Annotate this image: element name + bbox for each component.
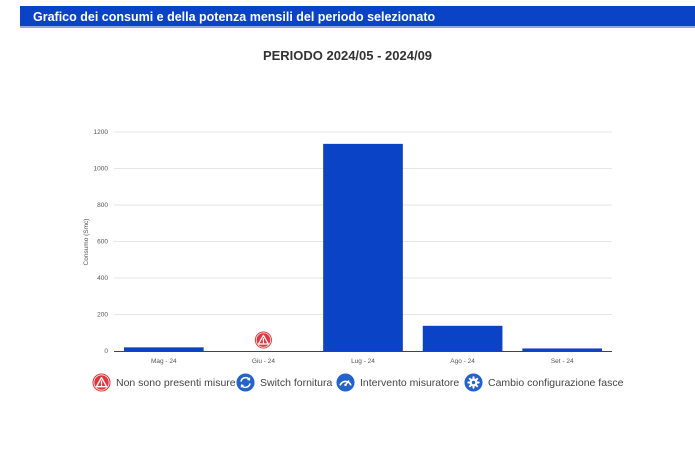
- legend-item-no-measures: Non sono presenti misure: [92, 373, 236, 392]
- legend-item-supply-switch: Switch fornitura: [236, 373, 332, 392]
- y-tick-label: 200: [97, 312, 108, 319]
- x-tick-label: Lug - 24: [351, 358, 375, 365]
- x-tick-label: Mag - 24: [151, 358, 177, 365]
- y-tick-label: 1000: [94, 166, 109, 173]
- y-tick-label: 0: [104, 348, 108, 355]
- bar[interactable]: [522, 348, 603, 351]
- y-tick-label: 1200: [94, 129, 109, 136]
- x-tick-label: Ago - 24: [450, 358, 475, 365]
- switch-icon: [236, 373, 255, 392]
- x-tick-label: Giu - 24: [252, 358, 276, 365]
- legend-label: Switch fornitura: [260, 376, 333, 389]
- legend-label: Non sono presenti misure: [116, 376, 236, 389]
- y-tick-label: 600: [97, 239, 108, 246]
- y-tick-label: 800: [97, 202, 108, 209]
- bar[interactable]: [123, 347, 204, 351]
- warning-icon: [92, 373, 111, 392]
- y-tick-label: 400: [97, 275, 108, 282]
- header-bar: Grafico dei consumi e della potenza mens…: [20, 6, 695, 28]
- legend-item-band-configuration: Cambio configurazione fasce: [464, 373, 623, 392]
- legend-item-meter-intervention: Intervento misuratore: [336, 373, 459, 392]
- warning-icon[interactable]: [254, 331, 272, 349]
- legend-label: Cambio configurazione fasce: [488, 376, 624, 389]
- bar[interactable]: [422, 325, 503, 351]
- x-tick-label: Set - 24: [551, 358, 574, 365]
- chart-title: PERIODO 2024/05 - 2024/09: [262, 48, 433, 63]
- bar[interactable]: [323, 143, 403, 351]
- legend-label: Intervento misuratore: [360, 376, 460, 389]
- gear-icon: [464, 373, 483, 392]
- y-axis-label: Consumo (Smc): [83, 219, 90, 266]
- header-title: Grafico dei consumi e della potenza mens…: [33, 10, 436, 24]
- gauge-icon: [336, 373, 355, 392]
